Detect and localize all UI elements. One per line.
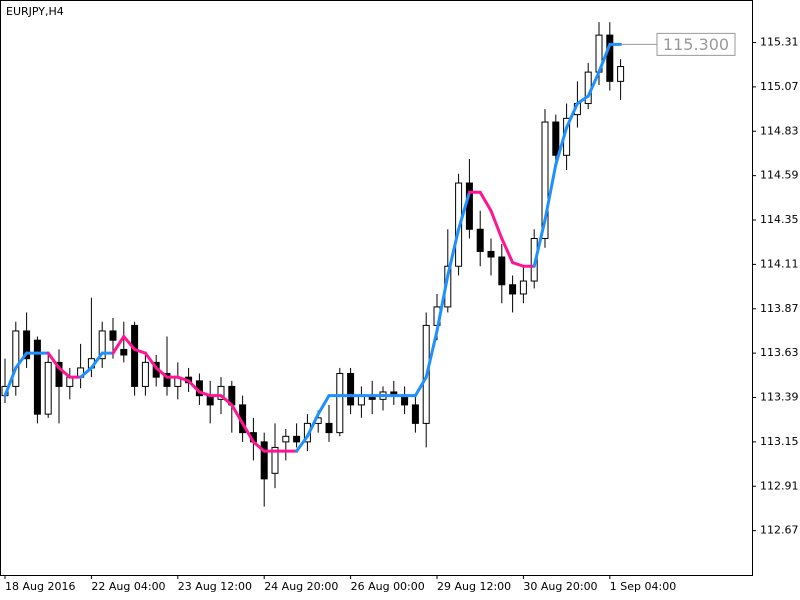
indicator-segment xyxy=(57,366,72,379)
indicator-segment xyxy=(14,351,29,370)
candle-body xyxy=(98,330,106,360)
candle-body xyxy=(55,361,63,387)
indicator-segment xyxy=(3,366,18,398)
y-tick-label: 113.63 xyxy=(760,346,799,359)
candle-body xyxy=(44,361,52,415)
candle-body xyxy=(217,385,225,400)
indicator-segment xyxy=(133,347,147,355)
candle-body xyxy=(465,182,473,230)
candle-body xyxy=(260,441,268,480)
candle-body xyxy=(487,250,495,258)
chart-title: EURJPY,H4 xyxy=(6,5,64,18)
y-tick-label: 112.91 xyxy=(760,479,799,492)
indicator-segment xyxy=(176,375,191,383)
price-label: 115.300 xyxy=(663,35,729,54)
indicator-segment xyxy=(597,42,612,74)
candle-body xyxy=(411,404,419,424)
candle-body xyxy=(519,280,527,295)
indicator-segment xyxy=(316,394,331,416)
indicator-segment xyxy=(446,227,461,277)
x-tick-label: 29 Aug 12:00 xyxy=(437,580,511,593)
candle-body xyxy=(109,330,117,341)
indicator-segment xyxy=(586,70,601,98)
x-tick-label: 22 Aug 04:00 xyxy=(91,580,165,593)
y-tick-label: 114.35 xyxy=(760,213,799,226)
indicator-segment xyxy=(575,94,590,106)
candle-body xyxy=(498,256,506,286)
x-tick-label: 30 Aug 20:00 xyxy=(523,580,597,593)
indicator-segment xyxy=(295,434,309,453)
indicator-segment xyxy=(532,218,547,268)
candle-body xyxy=(617,66,625,82)
candle-body xyxy=(131,324,139,387)
indicator-segment xyxy=(122,334,137,351)
plot-frame xyxy=(0,0,753,576)
x-tick-label: 26 Aug 00:00 xyxy=(351,580,425,593)
indicator-segment xyxy=(111,334,126,355)
indicator-segment xyxy=(154,366,169,379)
indicator-segment xyxy=(489,209,504,241)
x-tick-label: 18 Aug 2016 xyxy=(5,580,75,593)
candle-body xyxy=(336,372,344,434)
price-box xyxy=(656,32,736,56)
y-tick-label: 112.67 xyxy=(760,524,799,537)
candle-body xyxy=(509,284,517,295)
indicator-segment xyxy=(500,237,515,265)
indicator-segment xyxy=(511,261,525,268)
candle-body xyxy=(12,330,20,387)
x-tick-label: 23 Aug 12:00 xyxy=(178,580,252,593)
y-tick-label: 114.11 xyxy=(760,257,799,270)
indicator-segment xyxy=(89,351,104,370)
indicator-segment xyxy=(554,126,569,167)
candle-body xyxy=(552,121,560,156)
y-tick-label: 113.39 xyxy=(760,391,799,404)
candle-body xyxy=(33,339,41,415)
indicator-segment xyxy=(565,102,579,130)
indicator-segment xyxy=(219,394,234,407)
candle-body xyxy=(541,121,549,240)
indicator-segment xyxy=(187,379,201,394)
indicator-segment xyxy=(143,351,158,370)
x-tick-label: 1 Sep 04:00 xyxy=(610,580,676,593)
y-tick-label: 113.87 xyxy=(760,302,799,315)
indicator-segment xyxy=(543,163,558,222)
candle-body xyxy=(606,34,614,82)
candle-body xyxy=(293,435,301,443)
indicator-segment xyxy=(197,390,212,398)
indicator-segment xyxy=(241,421,255,444)
indicator-segment xyxy=(251,440,266,453)
indicator-segment xyxy=(46,351,61,370)
candle-body xyxy=(347,372,355,406)
indicator-segment xyxy=(413,375,428,398)
indicator-segment xyxy=(457,190,471,231)
y-tick-label: 115.07 xyxy=(760,80,799,93)
indicator-segment xyxy=(305,412,320,438)
candle-body xyxy=(163,372,171,387)
indicator-segment xyxy=(230,403,245,425)
candle-body xyxy=(23,330,31,360)
indicator-segment xyxy=(424,329,439,379)
y-tick-label: 115.31 xyxy=(760,36,799,49)
y-tick-label: 114.83 xyxy=(760,124,799,137)
candle-body xyxy=(120,348,128,356)
y-tick-label: 114.59 xyxy=(760,169,799,182)
indicator-segment xyxy=(79,366,93,379)
candle-body xyxy=(476,228,484,252)
candle-body xyxy=(141,361,149,387)
indicator-segment xyxy=(435,273,450,333)
y-tick-label: 113.15 xyxy=(760,435,799,448)
candle-body xyxy=(282,435,290,443)
indicator-segment xyxy=(478,190,493,213)
candle-body xyxy=(271,446,279,474)
x-tick-label: 24 Aug 20:00 xyxy=(264,580,338,593)
candle-body xyxy=(325,422,333,434)
